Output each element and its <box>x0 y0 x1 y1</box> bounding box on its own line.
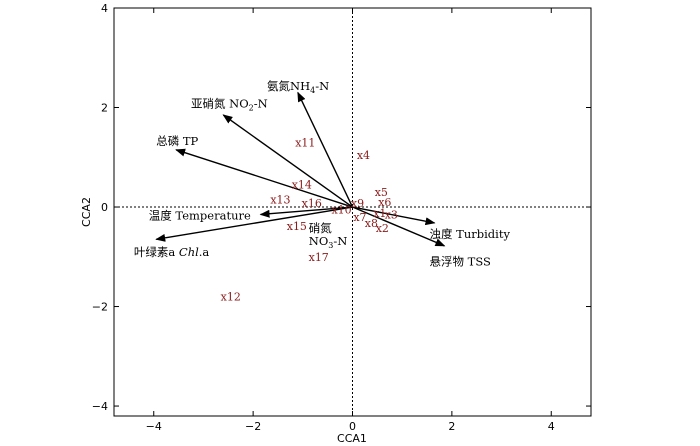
site-x2: x2 <box>376 222 389 235</box>
site-x7: x7 <box>353 211 366 224</box>
arrow-chl <box>155 206 353 242</box>
arrow-label-nh4: 氨氮NH4-N <box>267 79 329 95</box>
arrow-turb <box>352 206 436 226</box>
arrow-tss <box>352 206 446 247</box>
x-tick-label: −4 <box>146 420 162 433</box>
origin-lines <box>114 8 591 416</box>
y-tick-label: 4 <box>101 2 108 15</box>
arrow-label-temp: 温度 Temperature <box>149 208 251 222</box>
x-tick-label: −2 <box>245 420 261 433</box>
arrow-temp <box>259 206 353 218</box>
no3-label-line2: NO3-N <box>309 234 348 250</box>
x-tick-label: 2 <box>448 420 455 433</box>
site-x11: x11 <box>295 136 315 149</box>
no3-label-line1: 硝氮 <box>309 221 332 235</box>
x-axis-label: CCA1 <box>337 432 367 445</box>
x-tick-label: 4 <box>548 420 555 433</box>
site-x16: x16 <box>302 197 322 210</box>
arrow-nh4 <box>297 91 354 208</box>
site-x15: x15 <box>287 220 307 233</box>
y-tick-label: −4 <box>92 400 108 413</box>
x-tick-label: 0 <box>349 420 356 433</box>
arrow-label-tss: 悬浮物 TSS <box>430 255 492 269</box>
site-x5: x5 <box>375 186 388 199</box>
site-x6: x6 <box>378 196 391 209</box>
y-tick-label: 0 <box>101 201 108 214</box>
arrow-label-no2: 亚硝氮 NO2-N <box>191 97 268 113</box>
arrow-tp <box>175 148 353 208</box>
arrow-no2 <box>222 114 353 208</box>
site-x13: x13 <box>270 194 290 207</box>
axis-ticks: −4 −2 0 2 4 −4 −2 0 2 4 <box>92 2 591 433</box>
site-x1: x1 <box>373 207 386 220</box>
y-tick-label: 2 <box>101 102 108 115</box>
site-x17: x17 <box>309 251 329 264</box>
site-x8: x8 <box>365 217 378 230</box>
site-x14: x14 <box>292 179 312 192</box>
site-x10: x10 <box>331 204 351 217</box>
arrow-label-chl: 叶绿素a Chl.a <box>134 245 210 259</box>
y-tick-label: −2 <box>92 301 108 314</box>
environment-arrows: 氨氮NH4-N 亚硝氮 NO2-N 总磷 TP 温度 Temperature 叶绿素a … <box>134 79 511 269</box>
arrow-label-tp: 总磷 TP <box>156 134 198 148</box>
site-x4: x4 <box>357 149 370 162</box>
y-axis-label: CCA2 <box>80 197 93 227</box>
arrow-label-turb: 浊度 Turbidity <box>430 227 511 241</box>
site-x12: x12 <box>221 291 241 304</box>
site-x3: x3 <box>385 208 398 221</box>
site-x9: x9 <box>351 197 364 210</box>
